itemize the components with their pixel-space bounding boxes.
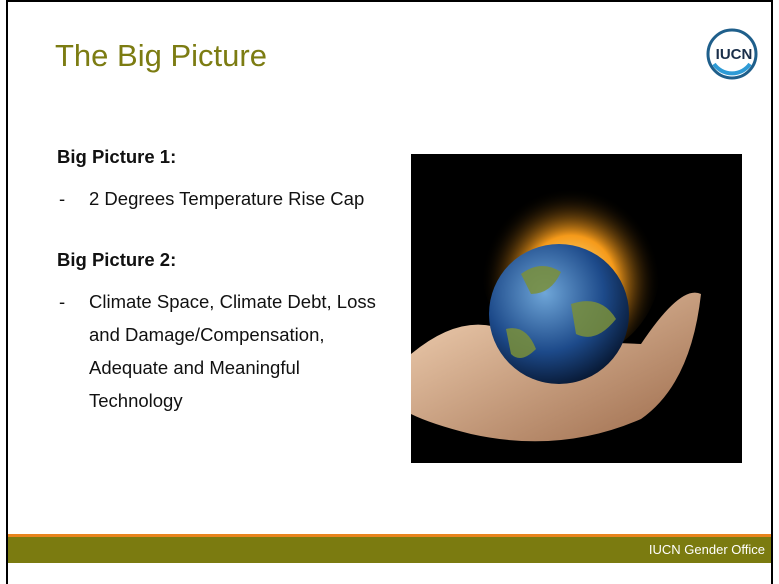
- bullet-text: 2 Degrees Temperature Rise Cap: [89, 188, 365, 209]
- footer-text: IUCN Gender Office: [648, 542, 765, 557]
- bullet-text: Climate Space, Climate Debt, Loss and Da…: [89, 291, 376, 411]
- bullet-marker: -: [59, 291, 66, 312]
- frame: [6, 0, 773, 584]
- footer-rule: [8, 534, 771, 537]
- photo: [411, 154, 742, 463]
- logo-text: IUCN: [716, 46, 753, 63]
- logo: IUCN: [706, 28, 758, 80]
- content: Big Picture 1: - 2 Degrees Temperature Ris…: [57, 146, 397, 451]
- section: Big Picture 2: - Climate Space, Climate De…: [57, 249, 397, 417]
- bullet-item: - Climate Space, Climate Debt, Loss and D…: [57, 285, 397, 417]
- section-heading: Big Picture 2:: [57, 249, 177, 270]
- bullet-item: - 2 Degrees Temperature Rise Cap: [57, 182, 397, 215]
- section-heading: Big Picture 1:: [57, 146, 177, 167]
- slide-title: The Big Picture: [55, 38, 267, 73]
- section: Big Picture 1: - 2 Degrees Temperature Ris…: [57, 146, 397, 215]
- footer-band: [8, 537, 771, 563]
- bullet-marker: -: [59, 188, 66, 209]
